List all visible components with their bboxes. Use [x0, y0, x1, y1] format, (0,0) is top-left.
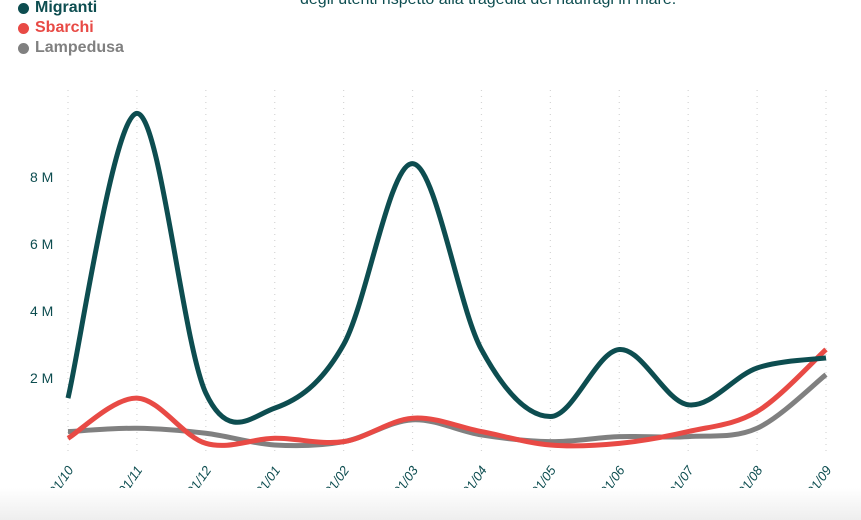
footer-band [0, 488, 861, 520]
legend: Migranti Sbarchi Lampedusa [18, 0, 124, 58]
legend-item-migranti[interactable]: Migranti [18, 0, 124, 18]
y-tick-label: 4 M [30, 303, 53, 319]
y-tick-label: 6 M [30, 236, 53, 252]
legend-item-lampedusa[interactable]: Lampedusa [18, 38, 124, 58]
y-tick-label: 2 M [30, 370, 53, 386]
legend-label: Sbarchi [35, 19, 94, 36]
series-line-migranti [65, 110, 827, 425]
legend-label: Lampedusa [35, 39, 124, 56]
series-line-lampedusa [67, 372, 828, 449]
legend-dot [18, 42, 29, 54]
legend-dot [18, 22, 29, 34]
legend-dot [18, 2, 29, 14]
y-tick-label: 8 M [30, 169, 53, 185]
series-line-sbarchi [66, 347, 828, 449]
intro-text: degli utenti rispetto alla tragedia dei … [300, 0, 676, 9]
legend-label: Migranti [35, 0, 98, 16]
legend-item-sbarchi[interactable]: Sbarchi [18, 18, 124, 38]
